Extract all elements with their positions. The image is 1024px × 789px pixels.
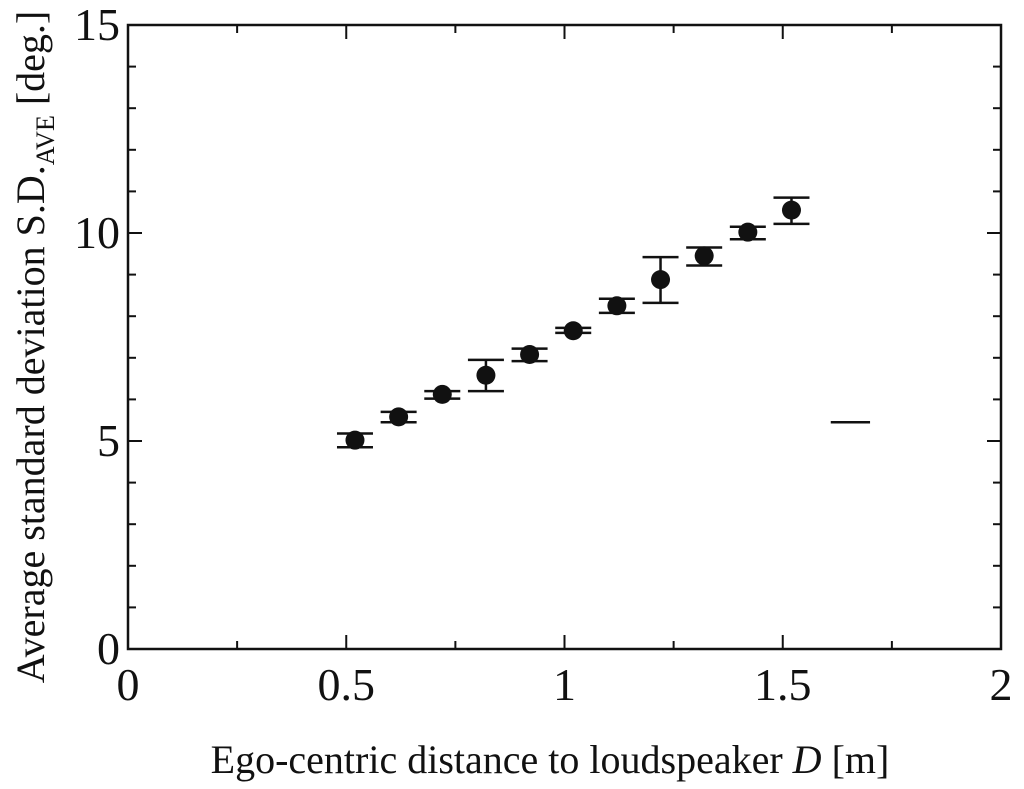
data-point [476, 365, 496, 385]
tick-labels: 0 0.5 1 1.5 2 0 5 10 15 [74, 0, 1013, 710]
data-points [345, 200, 801, 450]
data-point [563, 321, 583, 341]
data-point [607, 296, 627, 316]
data-point [432, 384, 452, 404]
x-tick-label: 1.5 [754, 659, 812, 710]
y-tick-label: 10 [74, 207, 120, 258]
data-point [781, 200, 801, 220]
y-tick-label: 5 [97, 415, 120, 466]
data-point [345, 430, 365, 450]
x-axis-label: Ego-centric distance to loudspeaker D [m… [211, 737, 890, 782]
y-tick-label: 15 [74, 0, 120, 50]
x-tick-label: 0.5 [318, 659, 376, 710]
axis-ticks [127, 24, 1002, 650]
data-point [520, 344, 540, 364]
data-point [694, 246, 714, 266]
plot-frame [126, 23, 1003, 651]
data-point [651, 270, 671, 290]
data-point [738, 222, 758, 242]
x-tick-label: 2 [990, 659, 1013, 710]
y-tick-label: 0 [97, 623, 120, 674]
y-axis-label: Average standard deviation S.D.AVE [deg.… [8, 11, 60, 684]
x-tick-label: 1 [553, 659, 576, 710]
x-tick-label: 0 [117, 659, 140, 710]
data-point [389, 407, 409, 427]
